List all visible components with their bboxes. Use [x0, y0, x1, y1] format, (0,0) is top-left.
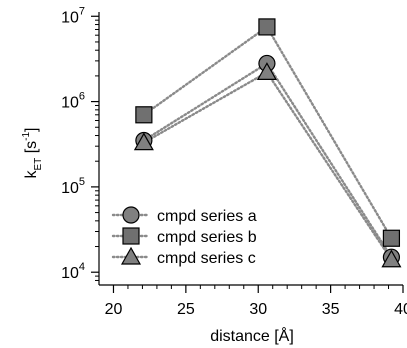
legend-item: cmpd series b [111, 227, 257, 246]
y-tick-exponent: 5 [79, 176, 85, 188]
y-tick-base: 10 [61, 9, 79, 26]
y-tick-label: 107 [61, 5, 85, 26]
data-point-series-2 [382, 229, 401, 247]
y-tick-label: 105 [61, 176, 85, 197]
square-marker [382, 229, 401, 247]
y-axis-label: kET [s-1] [21, 127, 44, 178]
square-marker [122, 227, 140, 245]
plot-area: 2025303540104105106107 [61, 5, 407, 318]
x-tick-label: 40 [394, 301, 407, 318]
data-point-series-2 [135, 106, 153, 124]
legend-label: cmpd series b [157, 229, 257, 246]
square-marker [135, 106, 153, 124]
data-point-series-3 [133, 132, 154, 151]
y-tick-label: 106 [61, 91, 85, 112]
legend: cmpd series a cmpd series b cmpd series c [111, 206, 257, 267]
x-axis-label: distance [Å] [210, 326, 294, 345]
data-point-series-2 [258, 18, 276, 36]
triangle-marker [256, 62, 277, 80]
x-tick-label: 30 [249, 301, 267, 318]
triangle-marker [120, 246, 142, 265]
y-tick-exponent: 6 [79, 91, 85, 103]
y-axis-label-subscript: ET [33, 158, 44, 171]
y-axis-label-superscript: -1 [21, 132, 32, 141]
y-axis-label-close: ] [23, 127, 40, 131]
legend-item: cmpd series a [111, 206, 257, 225]
y-tick-exponent: 7 [79, 5, 85, 17]
legend-marker [120, 246, 142, 265]
y-axis-label-base: k [23, 170, 40, 179]
data-point-series-3 [256, 62, 277, 80]
y-axis-label-unit: [s [23, 141, 40, 158]
legend-marker [122, 227, 140, 245]
y-tick-base: 10 [61, 180, 79, 197]
legend-label: cmpd series a [157, 208, 257, 225]
y-axis-title: kET [s-1] [21, 127, 44, 178]
y-tick-base: 10 [61, 265, 79, 282]
x-tick-label: 20 [105, 301, 123, 318]
circle-marker [122, 206, 140, 224]
y-tick-label: 104 [61, 261, 85, 282]
legend-item: cmpd series c [111, 246, 256, 267]
y-tick-base: 10 [61, 95, 79, 112]
legend-label: cmpd series c [157, 250, 256, 267]
legend-marker [122, 206, 140, 224]
x-tick-label: 25 [177, 301, 195, 318]
square-marker [258, 18, 276, 36]
triangle-marker [133, 132, 154, 151]
y-tick-exponent: 4 [79, 261, 85, 273]
data-point-series-3 [381, 249, 402, 268]
x-tick-label: 35 [322, 301, 340, 318]
triangle-marker [381, 249, 402, 268]
